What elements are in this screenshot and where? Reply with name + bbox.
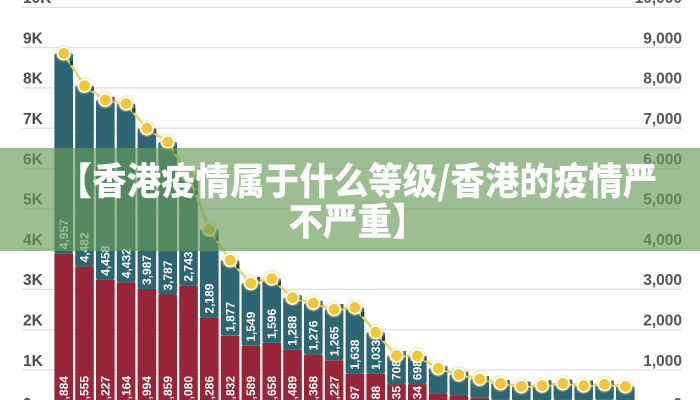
svg-text:3K: 3K [23, 272, 44, 289]
svg-text:1,638: 1,638 [348, 339, 362, 369]
svg-text:2,189: 2,189 [203, 283, 217, 313]
svg-text:3,000: 3,000 [643, 272, 682, 289]
svg-text:1,276: 1,276 [307, 320, 321, 350]
svg-text:4,458: 4,458 [99, 245, 113, 275]
svg-text:4,432: 4,432 [119, 248, 133, 278]
svg-text:1,658: 1,658 [265, 376, 279, 400]
svg-text:2,000: 2,000 [643, 313, 682, 330]
svg-text:10,000: 10,000 [635, 0, 682, 7]
svg-text:897: 897 [348, 386, 362, 400]
svg-text:3,555: 3,555 [78, 376, 92, 400]
svg-text:3,080: 3,080 [182, 376, 196, 400]
svg-text:1,368: 1,368 [307, 376, 321, 400]
svg-text:2,286: 2,286 [203, 376, 217, 400]
svg-text:9,000: 9,000 [643, 30, 682, 47]
svg-text:8K: 8K [23, 71, 44, 88]
svg-text:3,987: 3,987 [140, 255, 154, 285]
svg-text:1,033: 1,033 [369, 340, 383, 370]
svg-text:708: 708 [390, 360, 404, 380]
svg-text:1,265: 1,265 [327, 326, 341, 356]
svg-text:3,227: 3,227 [99, 376, 113, 400]
svg-text:2,743: 2,743 [182, 251, 196, 281]
svg-text:1,000: 1,000 [643, 353, 682, 370]
svg-text:1,832: 1,832 [223, 376, 237, 400]
svg-text:1,227: 1,227 [327, 376, 341, 400]
svg-text:3,884: 3,884 [57, 376, 71, 400]
svg-text:2,994: 2,994 [140, 376, 154, 400]
svg-text:1K: 1K [23, 353, 44, 370]
svg-text:888: 888 [369, 386, 383, 400]
svg-text:1,877: 1,877 [223, 302, 237, 332]
svg-text:3,787: 3,787 [161, 260, 175, 290]
svg-text:0: 0 [23, 396, 32, 400]
svg-text:0: 0 [673, 396, 682, 400]
svg-text:635: 635 [390, 386, 404, 400]
svg-text:634: 634 [411, 386, 425, 400]
svg-text:1,596: 1,596 [265, 309, 279, 339]
svg-text:7K: 7K [23, 111, 44, 128]
svg-text:9K: 9K [23, 30, 44, 47]
svg-text:698: 698 [411, 360, 425, 380]
svg-text:1,489: 1,489 [286, 376, 300, 400]
svg-text:10K: 10K [23, 0, 52, 7]
svg-text:2K: 2K [23, 313, 44, 330]
svg-text:1,288: 1,288 [286, 315, 300, 345]
svg-text:7,000: 7,000 [643, 111, 682, 128]
svg-text:1,549: 1,549 [244, 311, 258, 341]
svg-text:8,000: 8,000 [643, 71, 682, 88]
svg-text:3,164: 3,164 [119, 376, 133, 400]
svg-text:2,859: 2,859 [161, 376, 175, 400]
svg-text:1,589: 1,589 [244, 376, 258, 400]
